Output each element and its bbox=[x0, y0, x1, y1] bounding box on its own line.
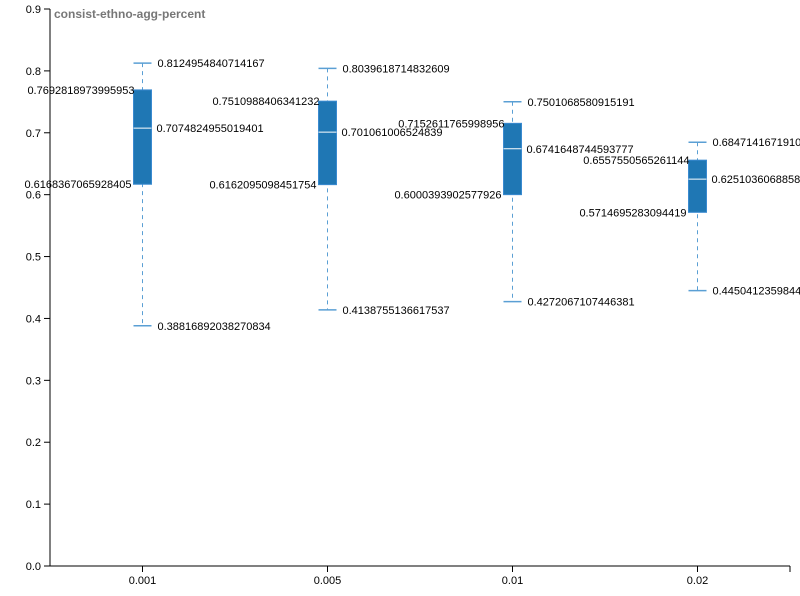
label-median: 0.701061006524839 bbox=[342, 127, 443, 139]
label-min: 0.4138755136617537 bbox=[343, 305, 450, 317]
box-group-0.005: 0.8039618714832609 0.4138755136617537 0.70… bbox=[209, 63, 449, 316]
y-tick-label: 0.3 bbox=[26, 375, 41, 387]
label-q3: 0.7692818973995953 bbox=[27, 85, 134, 97]
y-tick-label: 0.6 bbox=[26, 190, 41, 202]
label-q1: 0.6168367065928405 bbox=[24, 179, 131, 191]
x-axis: 0.001 0.005 0.01 0.02 bbox=[50, 565, 791, 587]
label-q3: 0.7510988406341232 bbox=[212, 96, 319, 108]
box-iqr bbox=[503, 122, 522, 196]
x-tick-label: 0.01 bbox=[502, 575, 523, 587]
label-min: 0.445041235984433 bbox=[713, 286, 800, 298]
label-max: 0.8039618714832609 bbox=[343, 63, 450, 75]
label-q1: 0.6162095098451754 bbox=[209, 180, 316, 192]
label-median: 0.6741648744593777 bbox=[527, 144, 634, 156]
y-tick-label: 0.7 bbox=[26, 128, 41, 140]
chart-title: consist-ethno-agg-percent bbox=[54, 7, 205, 21]
label-max: 0.8124954840714167 bbox=[158, 58, 265, 70]
label-min: 0.4272067107446381 bbox=[528, 297, 635, 309]
label-median: 0.625103606885873 bbox=[712, 174, 800, 186]
y-tick-label: 0.0 bbox=[26, 561, 41, 573]
label-q1: 0.6000393902577926 bbox=[394, 190, 501, 202]
y-tick-label: 0.8 bbox=[26, 66, 41, 78]
y-tick-label: 0.2 bbox=[26, 437, 41, 449]
box-group-0.01: 0.7501068580915191 0.4272067107446381 0.67… bbox=[394, 97, 634, 309]
y-tick-label: 0.9 bbox=[26, 4, 41, 16]
box-iqr bbox=[133, 89, 152, 185]
y-tick-label: 0.1 bbox=[26, 499, 41, 511]
label-median: 0.7074824955019401 bbox=[157, 123, 264, 135]
box-iqr bbox=[688, 159, 707, 213]
label-q3: 0.6557550565261144 bbox=[583, 155, 689, 167]
label-min: 0.38816892038270834 bbox=[158, 321, 271, 333]
box-iqr bbox=[318, 100, 337, 186]
box-group-0.001: 0.8124954840714167 0.38816892038270834 0.7… bbox=[24, 58, 270, 333]
label-max: 0.684714167191050 bbox=[713, 137, 800, 149]
x-tick-label: 0.02 bbox=[687, 575, 708, 587]
x-tick-label: 0.001 bbox=[129, 575, 157, 587]
label-max: 0.7501068580915191 bbox=[528, 97, 635, 109]
box-group-0.02: 0.684714167191050 0.445041235984433 0.6251… bbox=[579, 137, 800, 297]
y-tick-label: 0.4 bbox=[26, 313, 41, 325]
y-axis: 0.0 0.1 0.2 0.3 0.4 0.5 0.6 0.7 0.8 0.9 bbox=[26, 4, 51, 573]
y-tick-label: 0.5 bbox=[26, 252, 41, 264]
label-q3: 0.7152611765998956 bbox=[398, 118, 504, 130]
boxes: 0.8124954840714167 0.38816892038270834 0.7… bbox=[24, 58, 800, 333]
x-tick-label: 0.005 bbox=[314, 575, 342, 587]
label-q1: 0.5714695283094419 bbox=[579, 207, 686, 219]
